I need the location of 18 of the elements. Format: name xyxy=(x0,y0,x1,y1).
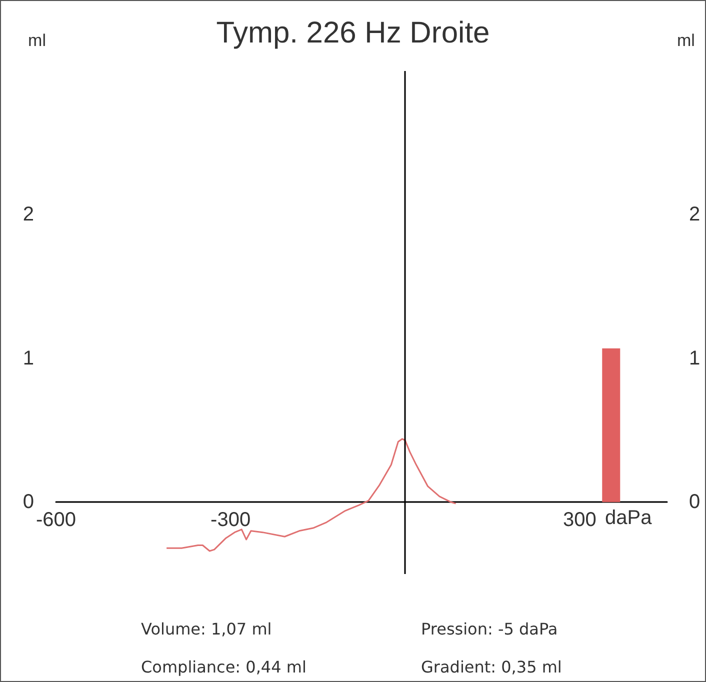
chart-title: Tymp. 226 Hz Droite xyxy=(216,16,490,50)
line-series xyxy=(166,438,457,552)
y2-axis-title: ml xyxy=(677,31,695,50)
text: Compliance: 0,44 ml xyxy=(141,658,306,676)
x-axis-title: daPa xyxy=(605,506,653,529)
x-tick-label: -300 xyxy=(210,508,251,531)
text: Gradient: 0,35 ml xyxy=(421,658,562,676)
y2-tick-label: 1 xyxy=(689,347,700,370)
y-tick-label: 0 xyxy=(22,491,34,514)
y-tick-label: 1 xyxy=(22,347,34,370)
text: Pression: -5 daPa xyxy=(421,620,558,638)
y2-tick-label: 0 xyxy=(689,491,700,514)
y2-tick-label: 2 xyxy=(689,204,700,226)
text: Volume: 1,07 ml xyxy=(141,620,272,638)
x-tick-label: -600 xyxy=(36,508,76,531)
y-tick-label: 2 xyxy=(22,204,34,226)
x-tick-label: 300 xyxy=(563,508,596,531)
y-axis-title: ml xyxy=(28,31,46,50)
